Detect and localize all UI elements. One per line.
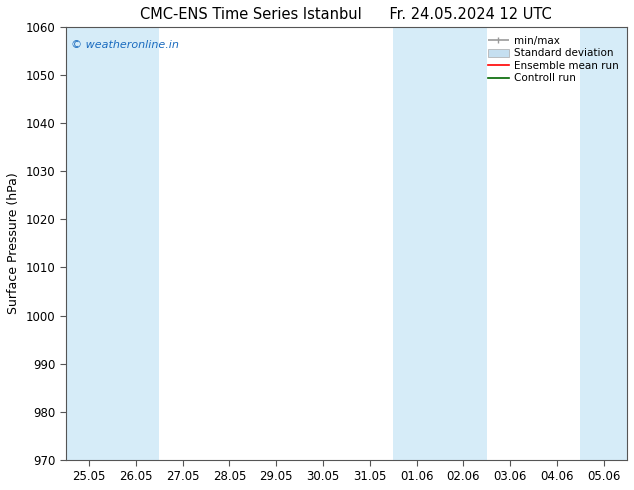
Bar [393,27,487,460]
Title: CMC-ENS Time Series Istanbul      Fr. 24.05.2024 12 UTC: CMC-ENS Time Series Istanbul Fr. 24.05.2… [141,7,552,22]
Text: © weatheronline.in: © weatheronline.in [71,40,179,50]
Y-axis label: Surface Pressure (hPa): Surface Pressure (hPa) [7,172,20,314]
Bar [66,27,159,460]
Legend: min/max, Standard deviation, Ensemble mean run, Controll run: min/max, Standard deviation, Ensemble me… [485,32,622,87]
Bar [580,27,627,460]
